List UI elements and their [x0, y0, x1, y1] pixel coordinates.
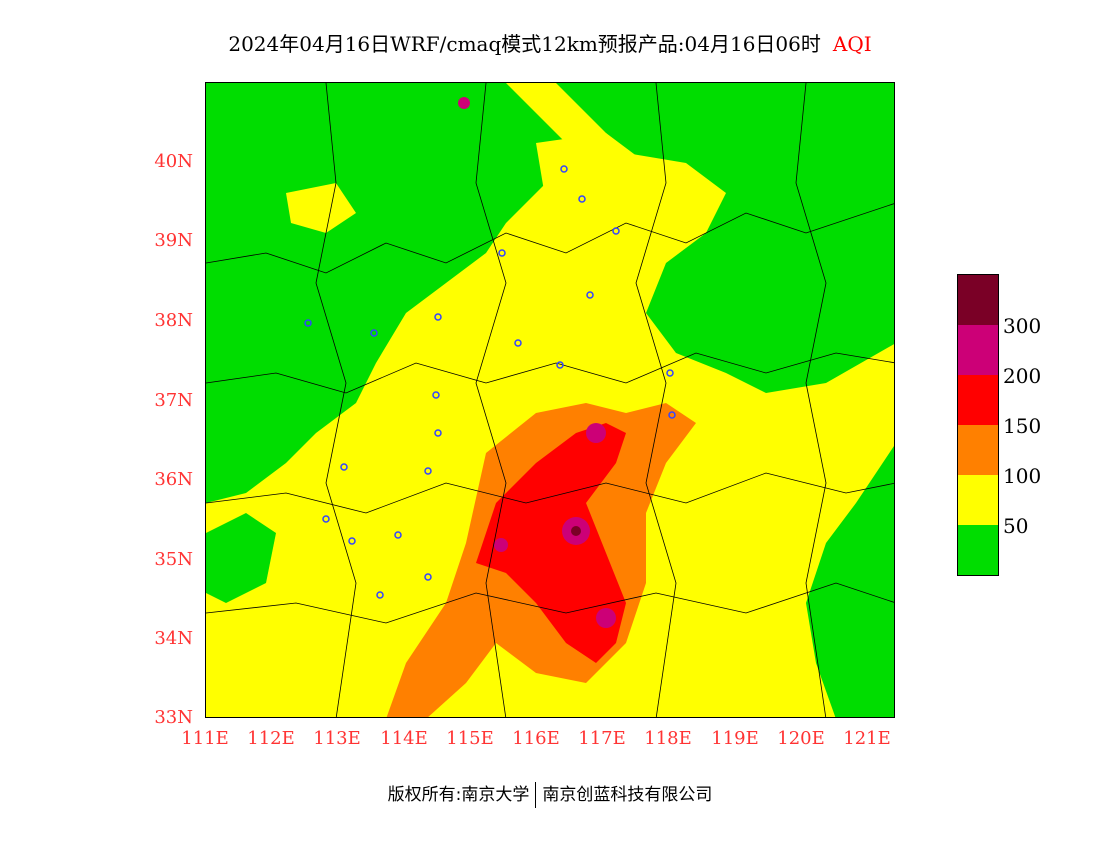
x-tick-label: 120E [777, 728, 825, 749]
color-legend [957, 274, 999, 576]
y-tick-label: 34N [154, 628, 193, 649]
x-tick-label: 119E [711, 728, 759, 749]
good-region-northeast [556, 83, 894, 393]
y-tick-label: 35N [154, 549, 193, 570]
x-tick-label: 113E [313, 728, 361, 749]
very-unhealthy-spot-3 [596, 608, 616, 628]
good-region-west [206, 513, 276, 603]
legend-label: 300 [1003, 314, 1042, 338]
aqi-map [205, 82, 895, 718]
x-tick-label: 111E [181, 728, 229, 749]
y-tick-label: 38N [154, 310, 193, 331]
legend-label: 200 [1003, 364, 1042, 388]
very-unhealthy-spot-5 [458, 97, 470, 109]
footer-separator [535, 782, 537, 808]
x-tick-label: 112E [247, 728, 295, 749]
legend-swatch-sensitive [958, 425, 998, 475]
y-tick-label: 33N [154, 707, 193, 728]
city-markers [304, 165, 676, 599]
very-unhealthy-spot-4 [494, 538, 508, 552]
footer-right: 南京创蓝科技有限公司 [542, 785, 713, 805]
legend-label: 50 [1003, 514, 1029, 538]
map-canvas [206, 83, 894, 717]
title-variable: AQI [832, 32, 872, 56]
x-tick-label: 114E [380, 728, 428, 749]
copyright-footer: 版权所有:南京大学 南京创蓝科技有限公司 [0, 780, 1100, 808]
y-tick-label: 39N [154, 230, 193, 251]
moderate-patch-north [536, 133, 646, 233]
moderate-patch-northwest [286, 183, 356, 233]
good-region-northwest [206, 83, 566, 503]
x-tick-label: 115E [446, 728, 494, 749]
x-tick-label: 116E [512, 728, 560, 749]
unhealthy-region-central [476, 423, 626, 663]
x-tick-label: 117E [578, 728, 626, 749]
very-unhealthy-spot-2 [586, 423, 606, 443]
y-tick-label: 40N [154, 151, 193, 172]
legend-swatch-very-unhealthy [958, 325, 998, 375]
legend-swatch-good [958, 525, 998, 575]
boundary-lines [206, 83, 894, 717]
legend-label: 100 [1003, 464, 1042, 488]
good-region-southeast [806, 446, 894, 717]
x-tick-label: 118E [644, 728, 692, 749]
map-title: 2024年04月16日WRF/cmaq模式12km预报产品:04月16日06时 A… [0, 28, 1100, 57]
hazardous-spot [571, 526, 581, 536]
footer-left: 版权所有:南京大学 [387, 785, 530, 805]
y-tick-label: 36N [154, 469, 193, 490]
x-tick-label: 121E [843, 728, 891, 749]
legend-label: 150 [1003, 414, 1042, 438]
y-tick-label: 37N [154, 390, 193, 411]
legend-swatch-moderate [958, 475, 998, 525]
legend-swatch-hazardous [958, 275, 998, 325]
legend-swatch-unhealthy [958, 375, 998, 425]
title-main: 2024年04月16日WRF/cmaq模式12km预报产品:04月16日06时 [228, 32, 821, 56]
